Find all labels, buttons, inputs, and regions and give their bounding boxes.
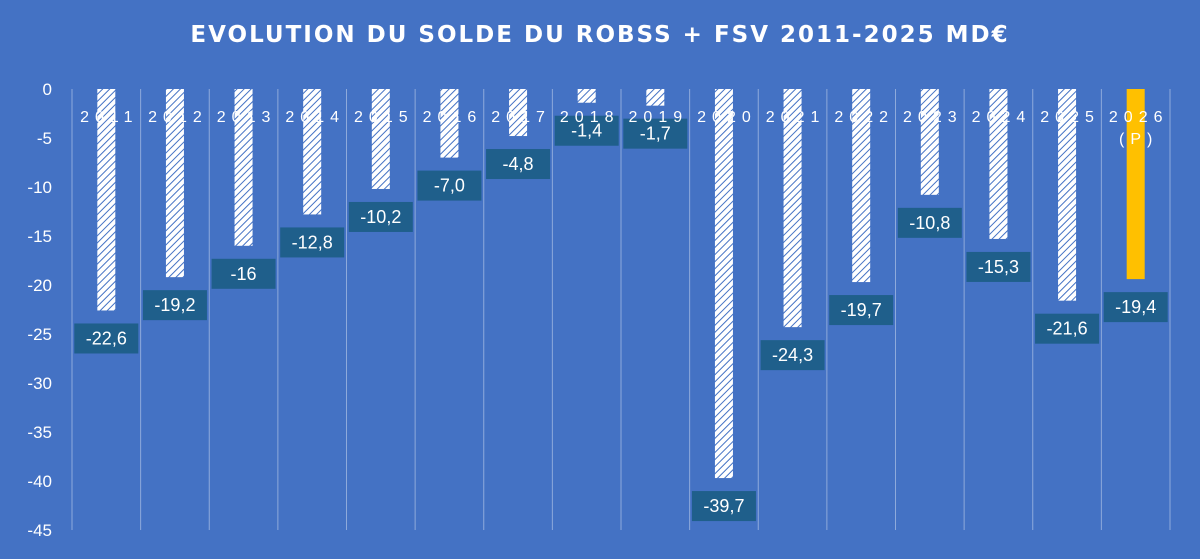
x-tick-label: 2024 xyxy=(972,109,1032,126)
data-label: -12,8 xyxy=(292,232,333,252)
x-tick-label: 2015 xyxy=(354,109,414,126)
bar xyxy=(989,89,1008,239)
x-tick-label: 2021 xyxy=(766,109,826,126)
y-tick-label: -25 xyxy=(27,325,52,344)
x-tick-label: 2023 xyxy=(903,109,963,126)
x-tick-label: 2025 xyxy=(1040,109,1100,126)
bar xyxy=(303,89,322,215)
y-tick-label: -30 xyxy=(27,374,52,393)
data-label: -4,8 xyxy=(503,154,534,174)
data-label-box xyxy=(966,251,1031,282)
bar xyxy=(371,89,390,189)
data-label: -1,4 xyxy=(571,121,602,141)
bar xyxy=(1126,89,1145,280)
data-label-box xyxy=(486,149,551,180)
data-label-box xyxy=(417,170,482,201)
bar xyxy=(165,89,184,278)
bar xyxy=(234,89,253,246)
data-label-box xyxy=(897,207,962,238)
bar xyxy=(577,89,596,103)
bar xyxy=(783,89,802,328)
x-tick-label: 2018 xyxy=(560,109,620,126)
data-label: -16 xyxy=(231,264,257,284)
data-label-box xyxy=(211,258,276,289)
y-tick-label: -15 xyxy=(27,227,52,246)
data-label: -19,2 xyxy=(154,295,195,315)
grid-lines xyxy=(71,89,1171,530)
bar xyxy=(646,89,665,106)
data-label: -19,7 xyxy=(841,300,882,320)
data-label: -24,3 xyxy=(772,345,813,365)
bar xyxy=(714,89,733,479)
x-tick-label: 2014 xyxy=(285,109,345,126)
data-label: -15,3 xyxy=(978,257,1019,277)
data-label: -39,7 xyxy=(703,496,744,516)
x-tick-label: 2022 xyxy=(834,109,894,126)
data-label: -10,2 xyxy=(360,207,401,227)
x-tick-label: 2011 xyxy=(80,109,138,126)
y-tick-label: -40 xyxy=(27,472,52,491)
data-label-box xyxy=(142,290,207,321)
data-label-box xyxy=(829,295,894,326)
y-tick-label: -45 xyxy=(27,521,52,540)
bar xyxy=(920,89,939,195)
data-label: -7,0 xyxy=(434,176,465,196)
x-tick-label: 2026 xyxy=(1109,109,1169,126)
y-tick-label: -35 xyxy=(27,423,52,442)
bar xyxy=(440,89,459,158)
bar xyxy=(852,89,871,283)
data-label: -19,4 xyxy=(1115,297,1156,317)
data-label-box xyxy=(74,323,139,354)
bar xyxy=(1058,89,1077,301)
x-tick-label: 2016 xyxy=(423,109,483,126)
data-label-box xyxy=(760,340,825,371)
axes: 0 -5 -10 -15 -20 -25 -30 -35 -40 -45 2011 2012 2013 2… xyxy=(27,80,1169,540)
x-tick-label: (P) xyxy=(1119,131,1158,148)
data-label: -10,8 xyxy=(909,213,950,233)
data-label-box xyxy=(554,115,619,146)
bar xyxy=(97,89,116,311)
x-tick-label: 2020 xyxy=(697,109,757,126)
x-tick-label: 2013 xyxy=(217,109,277,126)
chart-title: EVOLUTION DU SOLDE DU ROBSS + FSV 2011-2… xyxy=(190,22,1010,48)
x-tick-label: 2019 xyxy=(629,109,689,126)
data-label-box xyxy=(1103,292,1168,323)
bars xyxy=(97,89,1145,479)
x-tick-label: 2012 xyxy=(148,109,208,126)
data-label: -1,7 xyxy=(640,124,671,144)
y-tick-label: -5 xyxy=(37,129,52,148)
data-label-box xyxy=(623,118,688,149)
bar xyxy=(509,89,528,137)
data-label: -22,6 xyxy=(86,328,127,348)
data-label-box xyxy=(348,201,413,232)
y-tick-label: -20 xyxy=(27,276,52,295)
x-tick-label: 2017 xyxy=(491,109,551,126)
data-label: -21,6 xyxy=(1047,319,1088,339)
data-labels: -22,6 -19,2 -16 -12,8 -10,2 -7,0 -4,8 -1,4 -1,7 -… xyxy=(74,115,1168,522)
y-tick-label: -10 xyxy=(27,178,52,197)
data-label-box xyxy=(1035,313,1100,344)
data-label-box xyxy=(280,227,345,258)
y-tick-label: 0 xyxy=(43,80,52,99)
data-label-box xyxy=(691,491,756,522)
